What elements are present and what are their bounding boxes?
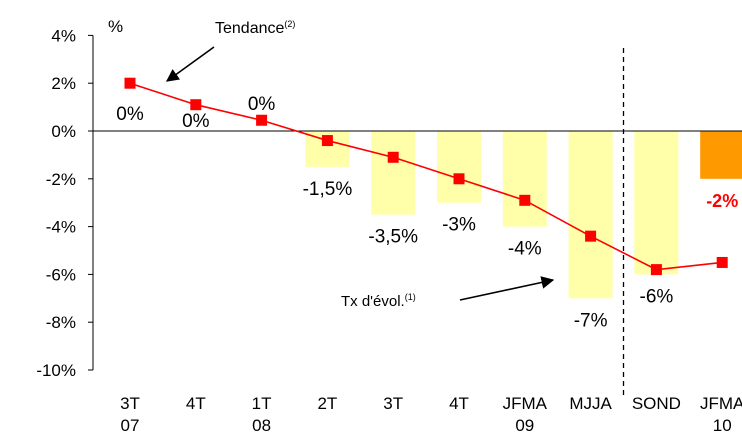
- y-axis: 4% 2% 0% -2% -4% -6% -8% -10%%: [36, 17, 123, 380]
- trend-line: [129, 82, 723, 271]
- bar: [371, 131, 416, 215]
- y-tick-label: -6%: [46, 265, 76, 284]
- bar-value-label: -2%: [706, 191, 738, 211]
- trend-series: [124, 77, 728, 276]
- x-tick-label: 2T: [317, 394, 337, 413]
- y-tick-label: 0%: [51, 122, 76, 141]
- x-tick-label-year: 10: [713, 416, 732, 434]
- y-tick-label: 4%: [51, 26, 76, 45]
- trend-point: [519, 194, 531, 206]
- x-tick-label: 4T: [186, 394, 206, 413]
- bar: [700, 131, 742, 179]
- y-unit-label: %: [108, 17, 123, 36]
- bar-value-labels: 0% 0% 0% -1,5% -3,5% -3% -4% -7% -6% -2%: [116, 94, 738, 331]
- y-tick-label: 2%: [51, 74, 76, 93]
- x-tick-label-year: 07: [121, 416, 140, 434]
- y-tick-label: -10%: [36, 361, 76, 380]
- rate-annotation-sup: (1): [405, 292, 416, 302]
- bar-value-label: -3,5%: [368, 227, 418, 248]
- bar-value-label: 0%: [116, 104, 144, 125]
- x-tick-label-year: 08: [252, 416, 271, 434]
- trend-point: [124, 77, 136, 89]
- bar: [634, 131, 679, 275]
- trend-point: [650, 264, 662, 276]
- x-tick-label: 4T: [449, 394, 469, 413]
- annotations: Tendance(2) Tx d'évol.(1): [165, 19, 555, 310]
- trend-point: [453, 173, 465, 185]
- x-axis: 3T 07 4T 1T 08 2T 3T 4T JFMA 09 MJJA SOND JFMA 10: [93, 130, 742, 434]
- bar: [502, 131, 547, 227]
- rate-annotation-label: Tx d'évol.(1): [341, 292, 416, 310]
- bar-value-label: -7%: [574, 310, 608, 331]
- x-tick-label-year: 09: [515, 416, 534, 434]
- x-tick-label: 3T: [383, 394, 403, 413]
- bar: [568, 131, 613, 299]
- x-tick-label: 3T: [120, 394, 140, 413]
- bar-value-label: 0%: [182, 111, 210, 132]
- bars: [305, 131, 742, 299]
- bar: [437, 131, 481, 203]
- trend-annotation-label: Tendance(2): [215, 19, 295, 37]
- y-tick-label: -2%: [46, 170, 76, 189]
- y-tick-label: -8%: [46, 313, 76, 332]
- x-tick-label: SOND: [632, 394, 681, 413]
- bar-value-label: -1,5%: [303, 179, 353, 200]
- bar-value-label: -6%: [640, 286, 674, 307]
- x-tick-label: 1T: [252, 394, 272, 413]
- y-tick-label: -4%: [46, 218, 76, 237]
- bar-value-label: -4%: [508, 239, 542, 260]
- trend-point: [585, 230, 597, 242]
- x-tick-label: JFMA: [700, 394, 742, 413]
- bar-value-label: -3%: [442, 215, 476, 236]
- trend-point: [190, 99, 202, 111]
- trend-point: [387, 151, 399, 163]
- trend-point: [716, 256, 728, 268]
- x-tick-label: JFMA: [503, 394, 548, 413]
- trend-point: [256, 114, 268, 126]
- x-tick-label: MJJA: [569, 394, 612, 413]
- trend-annotation-sup: (2): [284, 19, 295, 29]
- trend-annotation-arrow: [165, 46, 215, 82]
- rate-annotation-arrow: [459, 276, 555, 301]
- bar-value-label: 0%: [248, 94, 276, 115]
- trend-point: [321, 135, 333, 147]
